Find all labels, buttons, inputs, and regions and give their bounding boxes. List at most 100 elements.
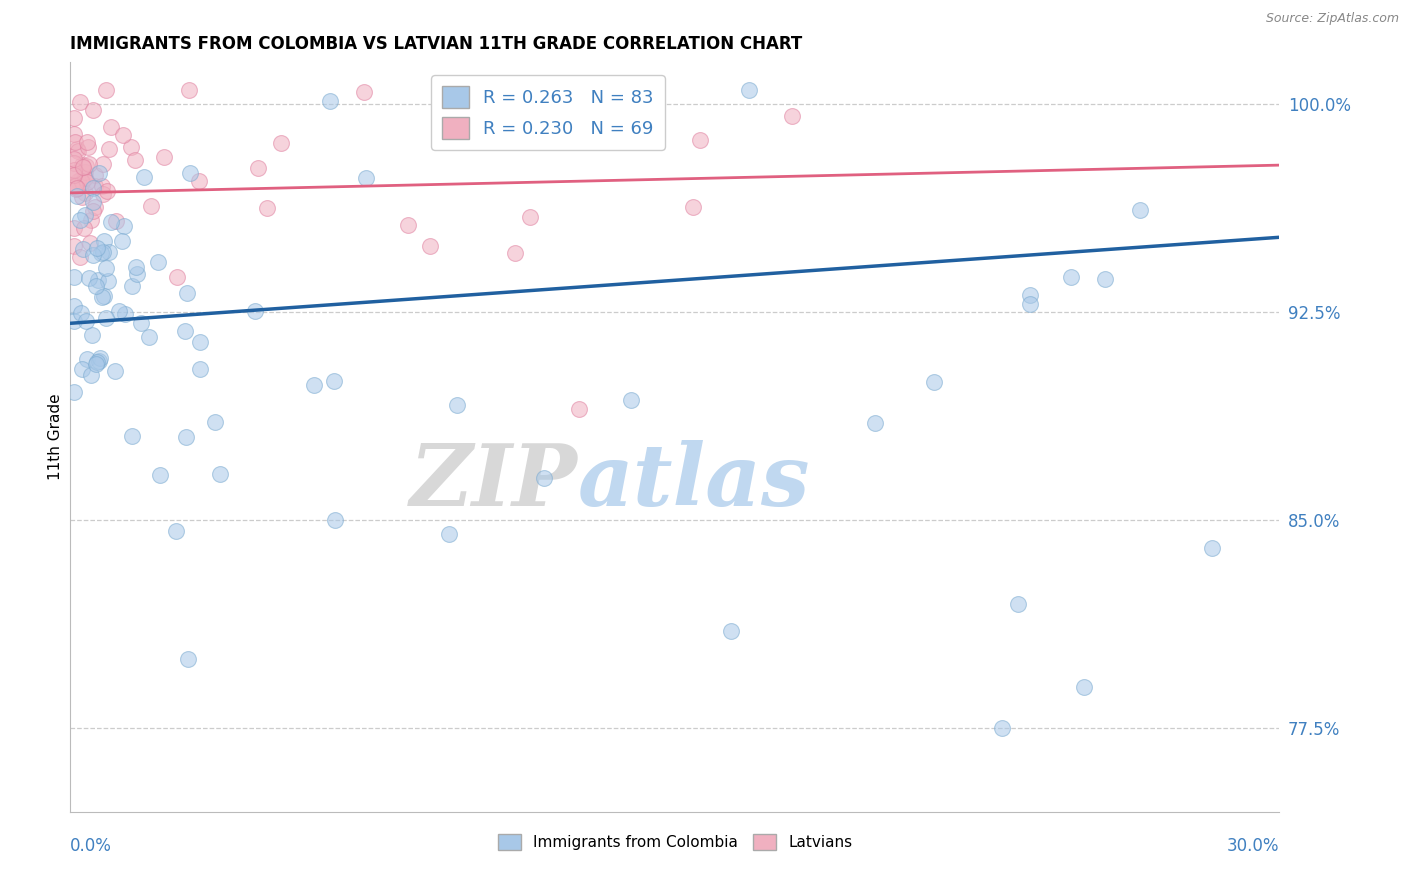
Text: ZIP: ZIP — [411, 441, 578, 524]
Point — [114, 307, 136, 321]
Point — [97, 274, 120, 288]
Point — [323, 513, 346, 527]
Point — [100, 120, 122, 134]
Point — [319, 95, 342, 109]
Point — [1060, 270, 1083, 285]
Point — [72, 242, 94, 256]
Point — [89, 351, 111, 365]
Point — [73, 220, 96, 235]
Point — [84, 200, 107, 214]
Point — [72, 160, 94, 174]
Point — [89, 353, 111, 368]
Point — [139, 199, 162, 213]
Point — [121, 278, 143, 293]
Point — [138, 329, 160, 343]
Point — [63, 314, 86, 328]
Point — [84, 279, 107, 293]
Point — [75, 165, 97, 179]
Point — [63, 152, 86, 166]
Point — [120, 140, 142, 154]
Point — [66, 174, 89, 188]
Point — [922, 375, 945, 389]
Point — [82, 181, 104, 195]
Point — [256, 201, 278, 215]
Point — [112, 219, 135, 234]
Point — [148, 255, 170, 269]
Point — [243, 304, 266, 318]
Point — [323, 374, 346, 388]
Point — [396, 218, 419, 232]
Point — [720, 624, 742, 639]
Point — [69, 212, 91, 227]
Point — [111, 235, 134, 249]
Point — [1094, 272, 1116, 286]
Point — [63, 156, 86, 170]
Point — [63, 178, 86, 193]
Point — [93, 289, 115, 303]
Point — [94, 83, 117, 97]
Point — [176, 285, 198, 300]
Point — [439, 527, 461, 541]
Point — [94, 261, 117, 276]
Point — [90, 290, 112, 304]
Point — [63, 166, 86, 180]
Point — [80, 368, 103, 382]
Point — [149, 467, 172, 482]
Point — [63, 239, 86, 253]
Point — [94, 311, 117, 326]
Point — [83, 178, 105, 193]
Point — [124, 260, 146, 274]
Point — [75, 208, 97, 222]
Point — [82, 328, 104, 343]
Point — [82, 195, 104, 210]
Point — [121, 429, 143, 443]
Point — [270, 136, 292, 150]
Text: 30.0%: 30.0% — [1227, 837, 1279, 855]
Point — [65, 135, 87, 149]
Point — [446, 398, 468, 412]
Point — [75, 159, 97, 173]
Point — [76, 140, 98, 154]
Point — [1007, 597, 1029, 611]
Point — [302, 378, 325, 392]
Point — [63, 178, 86, 193]
Point — [63, 169, 86, 183]
Point — [93, 234, 115, 248]
Point — [63, 111, 86, 125]
Point — [568, 402, 591, 417]
Point — [70, 362, 93, 376]
Point — [620, 393, 643, 408]
Point — [82, 248, 104, 262]
Point — [108, 304, 131, 318]
Point — [69, 171, 91, 186]
Point — [79, 156, 101, 170]
Point — [353, 86, 375, 100]
Text: 0.0%: 0.0% — [70, 837, 112, 855]
Y-axis label: 11th Grade: 11th Grade — [48, 393, 63, 481]
Point — [86, 240, 108, 254]
Point — [73, 186, 96, 201]
Point — [63, 269, 86, 284]
Point — [247, 161, 270, 176]
Point — [93, 157, 115, 171]
Point — [503, 246, 526, 260]
Point — [80, 212, 103, 227]
Point — [173, 324, 195, 338]
Point — [70, 175, 93, 189]
Point — [90, 178, 112, 193]
Point — [127, 268, 149, 282]
Point — [63, 127, 86, 141]
Point — [97, 142, 120, 156]
Point — [66, 189, 89, 203]
Point — [84, 357, 107, 371]
Point — [112, 128, 135, 143]
Point — [70, 189, 93, 203]
Point — [533, 471, 555, 485]
Point — [65, 182, 87, 196]
Point — [682, 200, 704, 214]
Point — [209, 467, 232, 482]
Point — [97, 244, 120, 259]
Point — [63, 220, 86, 235]
Point — [188, 361, 211, 376]
Point — [70, 306, 93, 320]
